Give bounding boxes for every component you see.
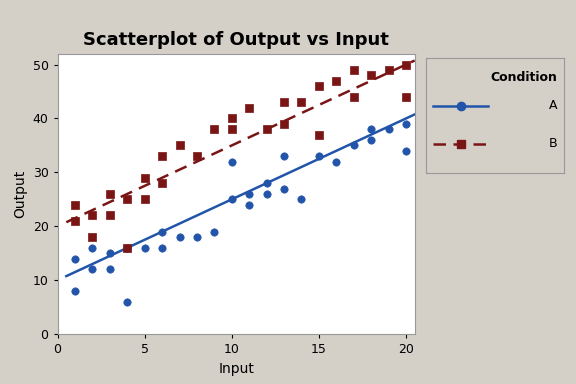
Point bbox=[401, 148, 411, 154]
Text: Condition: Condition bbox=[491, 71, 558, 84]
Point bbox=[297, 99, 306, 105]
Point bbox=[88, 245, 97, 251]
Point bbox=[227, 126, 236, 132]
Point bbox=[105, 266, 115, 273]
Point bbox=[175, 142, 184, 149]
Point bbox=[123, 245, 132, 251]
Point bbox=[157, 180, 166, 186]
Point bbox=[332, 159, 341, 165]
Point bbox=[157, 153, 166, 159]
Point bbox=[192, 234, 202, 240]
Point bbox=[123, 299, 132, 305]
Point bbox=[210, 126, 219, 132]
Point bbox=[157, 245, 166, 251]
Point bbox=[210, 228, 219, 235]
Point bbox=[70, 218, 79, 224]
Point bbox=[105, 250, 115, 256]
Point bbox=[88, 266, 97, 273]
Point bbox=[366, 137, 376, 143]
Point bbox=[384, 67, 393, 73]
Point bbox=[314, 132, 324, 138]
Point bbox=[192, 153, 202, 159]
Text: A: A bbox=[549, 99, 558, 113]
Point bbox=[349, 94, 358, 100]
Point bbox=[175, 234, 184, 240]
Point bbox=[262, 191, 271, 197]
Point bbox=[123, 196, 132, 202]
Point bbox=[279, 121, 289, 127]
Point bbox=[349, 67, 358, 73]
Point bbox=[140, 196, 149, 202]
Point bbox=[245, 202, 254, 208]
Point bbox=[366, 72, 376, 78]
Point bbox=[279, 185, 289, 192]
Point bbox=[262, 126, 271, 132]
Point bbox=[366, 126, 376, 132]
Point bbox=[123, 245, 132, 251]
Point bbox=[105, 212, 115, 218]
Point bbox=[157, 228, 166, 235]
Text: B: B bbox=[549, 137, 558, 151]
Point bbox=[297, 196, 306, 202]
Point bbox=[279, 153, 289, 159]
Title: Scatterplot of Output vs Input: Scatterplot of Output vs Input bbox=[83, 31, 389, 50]
Point bbox=[332, 78, 341, 84]
Point bbox=[70, 288, 79, 294]
Point bbox=[140, 245, 149, 251]
X-axis label: Input: Input bbox=[218, 362, 254, 376]
Point bbox=[227, 159, 236, 165]
Point bbox=[314, 83, 324, 89]
Point bbox=[140, 175, 149, 181]
Point bbox=[401, 121, 411, 127]
Point bbox=[88, 212, 97, 218]
Point bbox=[70, 255, 79, 262]
Point bbox=[349, 142, 358, 149]
Point bbox=[70, 202, 79, 208]
Point bbox=[314, 153, 324, 159]
Point bbox=[227, 115, 236, 121]
Point bbox=[245, 104, 254, 111]
Point bbox=[401, 94, 411, 100]
Point bbox=[384, 126, 393, 132]
Point bbox=[262, 180, 271, 186]
Point bbox=[279, 99, 289, 105]
Point bbox=[245, 191, 254, 197]
Y-axis label: Output: Output bbox=[13, 170, 27, 218]
Point bbox=[88, 234, 97, 240]
Point bbox=[105, 191, 115, 197]
Point bbox=[401, 61, 411, 68]
Point bbox=[227, 196, 236, 202]
